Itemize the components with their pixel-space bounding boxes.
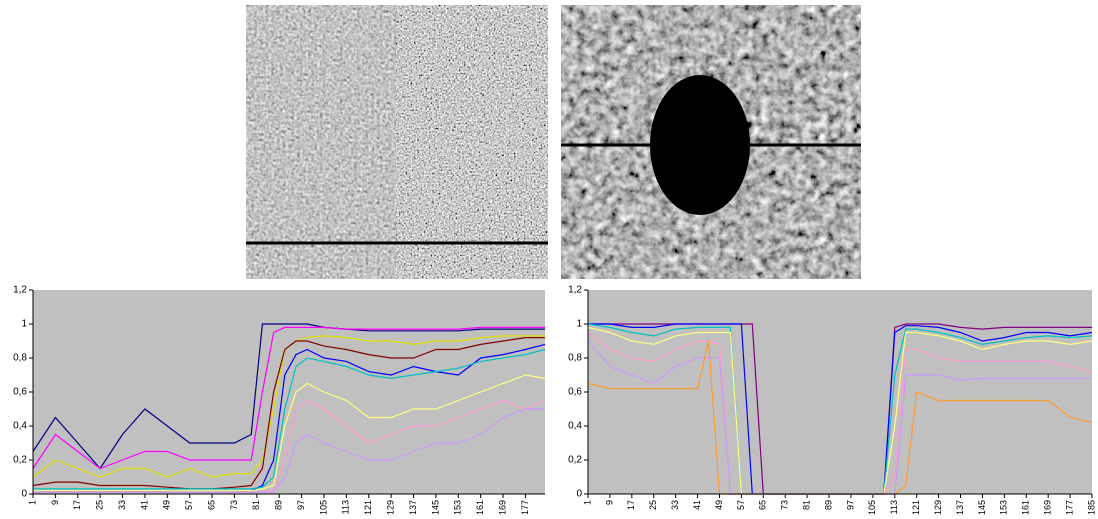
y-tick-label: 0 (21, 489, 27, 500)
x-tick-label: 33 (670, 500, 680, 510)
y-tick-label: 0,6 (13, 387, 27, 398)
x-tick-label: 57 (736, 500, 746, 510)
y-tick-label: 1,2 (568, 285, 582, 296)
x-tick-label: 1 (582, 500, 592, 505)
x-tick-label: 73 (229, 500, 239, 510)
x-tick-label: 89 (274, 500, 284, 510)
x-tick-label: 17 (72, 500, 82, 510)
x-tick-label: 161 (1021, 500, 1031, 515)
x-tick-label: 73 (780, 500, 790, 510)
x-tick-label: 137 (408, 500, 418, 515)
series-line (32, 326, 545, 470)
plot-area (588, 290, 1092, 494)
x-tick-label: 185 (1086, 500, 1096, 515)
x-tick-label: 177 (520, 500, 530, 515)
x-tick-label: 121 (363, 500, 373, 515)
x-tick-label: 169 (497, 500, 507, 515)
y-tick-label: 0 (576, 489, 582, 500)
x-tick-label: 49 (162, 500, 172, 510)
x-tick-label: 1 (27, 500, 37, 505)
y-tick-label: 0,6 (568, 387, 582, 398)
series-line (32, 337, 545, 490)
x-tick-label: 177 (1064, 500, 1074, 515)
x-tick-label: 89 (823, 500, 833, 510)
occlusion (650, 75, 750, 215)
x-tick-label: 105 (867, 500, 877, 515)
y-tick-label: 1 (21, 319, 27, 330)
x-tick-label: 129 (933, 500, 943, 515)
y-tick-label: 1 (576, 319, 582, 330)
series-line (33, 374, 546, 492)
x-tick-label: 81 (251, 500, 261, 510)
x-tick-label: 49 (714, 500, 724, 510)
x-tick-label: 129 (385, 500, 395, 515)
x-tick-label: 113 (889, 500, 899, 514)
fine-speckle (246, 5, 396, 279)
x-tick-label: 97 (845, 500, 855, 510)
x-tick-label: 41 (692, 500, 702, 510)
speckle-image-left (246, 5, 548, 279)
y-tick-label: 0,8 (13, 353, 27, 364)
chart-left: 0 0,2 0,4 0,6 0,8 1 1,2 1 9 17 25 33 41 49 57 65 73 81 89 9… (13, 285, 546, 515)
x-tick-label: 161 (475, 500, 485, 515)
coarse-speckle (396, 5, 548, 279)
x-tick-label: 121 (911, 500, 921, 515)
y-tick-label: 0,4 (13, 421, 27, 432)
y-tick-label: 1,2 (13, 285, 27, 296)
x-tick-label: 81 (802, 500, 812, 510)
x-tick-label: 65 (206, 500, 216, 510)
x-tick-label: 113 (341, 500, 351, 514)
series-line (33, 408, 545, 493)
x-tick-label: 169 (1043, 500, 1053, 515)
x-tick-label: 41 (139, 500, 149, 510)
x-tick-label: 9 (50, 500, 60, 505)
speckle-image-right (561, 5, 861, 279)
x-tick-label: 9 (604, 500, 614, 505)
x-tick-label: 153 (453, 500, 463, 515)
y-tick-label: 0,4 (568, 421, 582, 432)
x-tick-label: 145 (977, 500, 987, 515)
x-tick-label: 97 (296, 500, 306, 510)
x-tick-label: 25 (95, 500, 105, 510)
x-tick-label: 145 (430, 500, 440, 515)
x-tick-label: 17 (626, 500, 636, 510)
x-tick-label: 153 (999, 500, 1009, 515)
x-tick-label: 65 (758, 500, 768, 510)
y-tick-label: 0,2 (568, 455, 582, 466)
y-tick-label: 0,8 (568, 353, 582, 364)
x-tick-label: 105 (318, 500, 328, 515)
series-line (33, 348, 546, 490)
x-tick-label: 25 (648, 500, 658, 510)
x-tick-label: 33 (117, 500, 127, 510)
x-tick-label: 137 (955, 500, 965, 515)
series-line (32, 323, 545, 470)
y-tick-label: 0,2 (13, 455, 27, 466)
x-tick-label: 57 (184, 500, 194, 510)
chart-right: 0 0,2 0,4 0,6 0,8 1 1,2 1 9 17 25 33 41 49 57 65 73 81 89 9… (568, 285, 1096, 515)
